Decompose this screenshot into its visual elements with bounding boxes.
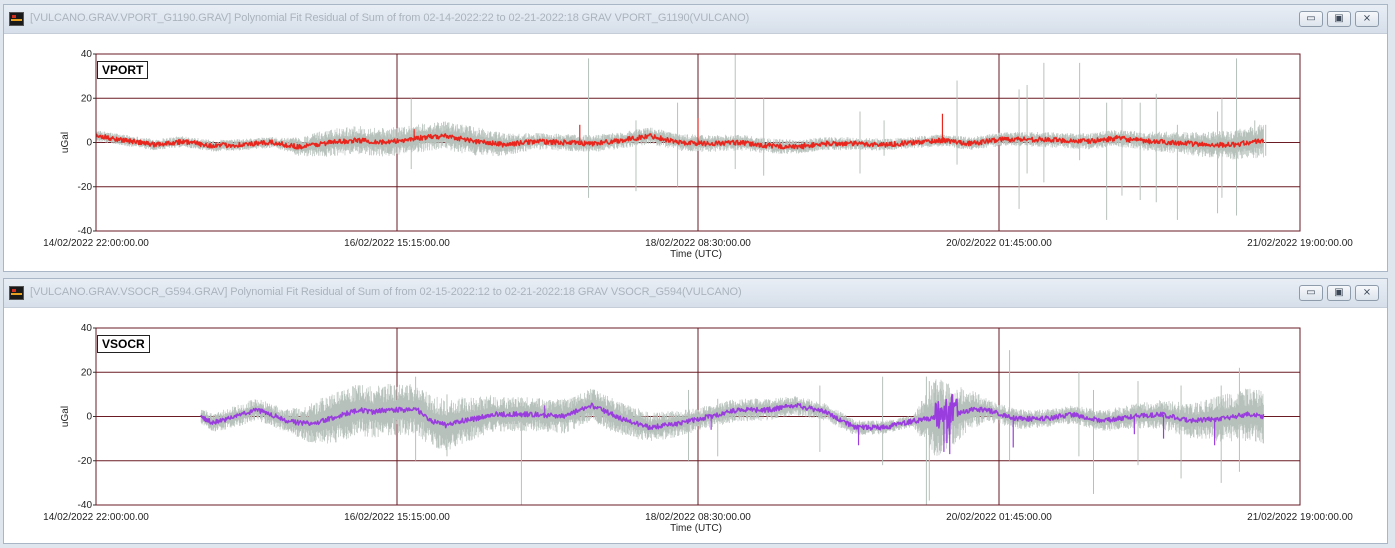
y-tick-label: -40 (78, 226, 93, 237)
x-tick-label: 18/02/2022 08:30:00.00 (645, 512, 751, 523)
x-axis-title: Time (UTC) (670, 249, 722, 260)
close-button[interactable]: ⨯ (1355, 285, 1379, 301)
chart-window-vsocr[interactable]: [VULCANO.GRAV.VSOCR_G594.GRAV] Polynomia… (3, 278, 1388, 544)
maximize-button[interactable]: ▣ (1327, 11, 1351, 27)
y-tick-label: -40 (78, 500, 93, 511)
series-group (95, 54, 1267, 220)
y-tick-label: -20 (78, 456, 93, 467)
series-label-vport: VPORT (97, 61, 149, 79)
plot-border (95, 53, 1301, 232)
app-icon (9, 286, 24, 300)
maximize-button[interactable]: ▣ (1327, 285, 1351, 301)
title-bar[interactable]: [VULCANO.GRAV.VSOCR_G594.GRAV] Polynomia… (4, 279, 1387, 308)
x-tick-label: 21/02/2022 19:00:00.00 (1247, 512, 1353, 523)
y-tick-label: 0 (86, 412, 92, 423)
x-tick-label: 16/02/2022 15:15:00.00 (344, 512, 450, 523)
y-tick-label: 20 (81, 93, 93, 104)
y-tick-label: -20 (78, 182, 93, 193)
series-label-vsocr: VSOCR (97, 335, 150, 353)
chart-window-vport[interactable]: [VULCANO.GRAV.VPORT_G1190.GRAV] Polynomi… (3, 4, 1388, 272)
y-tick-label: 20 (81, 367, 93, 378)
close-button[interactable]: ⨯ (1355, 11, 1379, 27)
series-line (95, 133, 1265, 150)
plot-border (95, 327, 1301, 506)
minimize-button[interactable]: ▭ (1299, 285, 1323, 301)
y-tick-label: 40 (81, 49, 93, 60)
y-axis-title: uGal (60, 406, 71, 427)
gravity-chart-vport[interactable]: -40 -20 0 20 40 14/02/2022 22:00:00.00 16/02/2… (4, 34, 1387, 272)
gravity-chart-vsocr[interactable]: -40 -20 0 20 40 14/02/2022 22:00:00.00 16/02/2… (4, 308, 1387, 544)
y-axis-title: uGal (60, 132, 71, 153)
y-tick-label: 0 (86, 138, 92, 149)
x-tick-label: 21/02/2022 19:00:00.00 (1247, 238, 1353, 249)
minimize-button[interactable]: ▭ (1299, 11, 1323, 27)
x-tick-label: 18/02/2022 08:30:00.00 (645, 238, 751, 249)
x-tick-label: 20/02/2022 01:45:00.00 (946, 238, 1052, 249)
window-title: [VULCANO.GRAV.VSOCR_G594.GRAV] Polynomia… (30, 286, 742, 298)
x-axis-title: Time (UTC) (670, 523, 722, 534)
x-tick-label: 14/02/2022 22:00:00.00 (43, 512, 149, 523)
window-title: [VULCANO.GRAV.VPORT_G1190.GRAV] Polynomi… (30, 12, 750, 24)
title-bar[interactable]: [VULCANO.GRAV.VPORT_G1190.GRAV] Polynomi… (4, 5, 1387, 34)
series-group (200, 350, 1265, 505)
series-line (200, 393, 1265, 436)
x-tick-label: 14/02/2022 22:00:00.00 (43, 238, 149, 249)
y-tick-label: 40 (81, 323, 93, 334)
x-tick-label: 16/02/2022 15:15:00.00 (344, 238, 450, 249)
x-tick-label: 20/02/2022 01:45:00.00 (946, 512, 1052, 523)
app-icon (9, 12, 24, 26)
